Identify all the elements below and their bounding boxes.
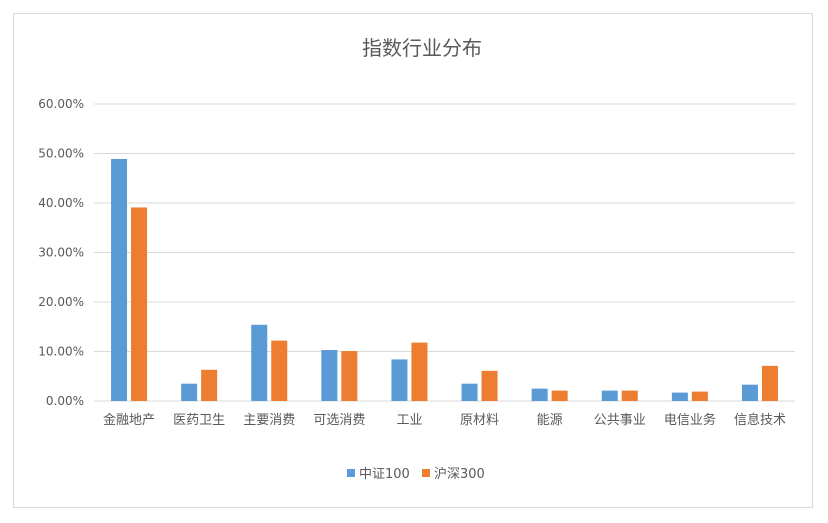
bar-csi100[interactable] <box>391 359 408 401</box>
y-tick-label: 40.00% <box>38 196 84 210</box>
bar-csi100[interactable] <box>531 388 548 401</box>
x-category-label: 医药卫生 <box>173 413 225 428</box>
bar-csi300[interactable] <box>271 340 288 401</box>
bar-csi300[interactable] <box>201 369 218 401</box>
x-category-label: 公共事业 <box>594 413 646 428</box>
y-tick-label: 20.00% <box>38 295 84 309</box>
legend-swatch <box>422 469 430 477</box>
bar-csi300[interactable] <box>621 390 638 401</box>
bar-csi300[interactable] <box>481 370 498 401</box>
chart-title: 指数行业分布 <box>362 36 482 60</box>
y-tick-label: 0.00% <box>46 394 84 408</box>
bar-csi300[interactable] <box>131 207 148 401</box>
x-category-label: 原材料 <box>460 413 499 428</box>
bar-csi300[interactable] <box>411 342 428 401</box>
legend-swatch <box>347 469 355 477</box>
bar-csi300[interactable] <box>761 365 778 401</box>
bar-csi100[interactable] <box>181 383 198 401</box>
bars <box>111 158 778 401</box>
bar-csi300[interactable] <box>691 391 708 401</box>
y-tick-label: 30.00% <box>38 246 84 260</box>
bar-csi100[interactable] <box>251 324 268 401</box>
y-tick-label: 60.00% <box>38 97 84 111</box>
legend-label[interactable]: 沪深300 <box>434 466 485 482</box>
bar-csi100[interactable] <box>111 158 128 401</box>
gridlines <box>94 103 795 402</box>
bar-csi100[interactable] <box>671 392 688 401</box>
x-category-label: 主要消费 <box>243 413 295 428</box>
x-category-label: 信息技术 <box>734 412 786 428</box>
x-category-label: 能源 <box>537 413 563 428</box>
x-category-label: 电信业务 <box>664 412 716 428</box>
bar-csi100[interactable] <box>321 350 338 401</box>
bar-csi100[interactable] <box>741 384 758 401</box>
bar-csi100[interactable] <box>601 390 618 401</box>
x-category-label: 可选消费 <box>313 413 365 428</box>
y-tick-label: 10.00% <box>38 345 84 359</box>
x-axis-categories: 金融地产 医药卫生 主要消费 可选消费 工业 原材料 能源 公共事业 电信业务 信息技术 <box>103 412 786 428</box>
x-category-label: 金融地产 <box>103 412 155 428</box>
legend-label[interactable]: 中证100 <box>359 467 410 482</box>
y-axis-ticks: 0.00% 10.00% 20.00% 30.00% 40.00% 50.00% 60.00… <box>38 97 84 408</box>
legend[interactable]: 中证100 沪深300 <box>347 466 485 482</box>
bar-csi300[interactable] <box>551 390 568 401</box>
y-tick-label: 50.00% <box>38 147 84 161</box>
x-category-label: 工业 <box>396 413 422 428</box>
bar-csi300[interactable] <box>341 351 358 401</box>
bar-csi100[interactable] <box>461 383 478 401</box>
